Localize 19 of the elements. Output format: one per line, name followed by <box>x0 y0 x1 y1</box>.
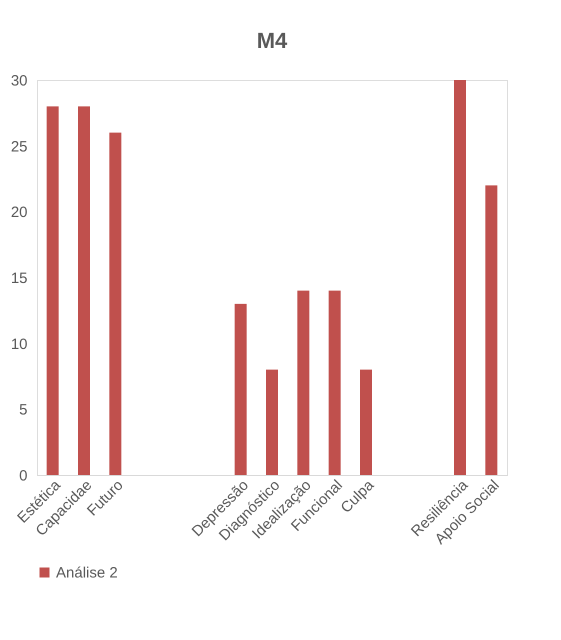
chart-title: M4 <box>256 28 288 53</box>
bar <box>454 80 466 475</box>
y-tick-label: 5 <box>19 402 28 419</box>
y-tick-label: 30 <box>10 72 28 90</box>
y-tick-label: 15 <box>10 270 28 287</box>
bar <box>485 185 498 475</box>
bar <box>46 106 59 475</box>
bar <box>109 132 122 475</box>
y-tick-label: 0 <box>19 468 28 484</box>
legend-label: Análise 2 <box>56 564 118 582</box>
y-tick-label: 10 <box>10 336 28 353</box>
bar <box>78 106 90 475</box>
bar <box>297 290 310 475</box>
y-tick-label: 25 <box>10 138 28 156</box>
bar <box>360 370 372 475</box>
y-tick-label: 20 <box>10 204 28 222</box>
bar <box>266 370 278 475</box>
bar <box>328 290 341 475</box>
bar <box>234 304 247 475</box>
